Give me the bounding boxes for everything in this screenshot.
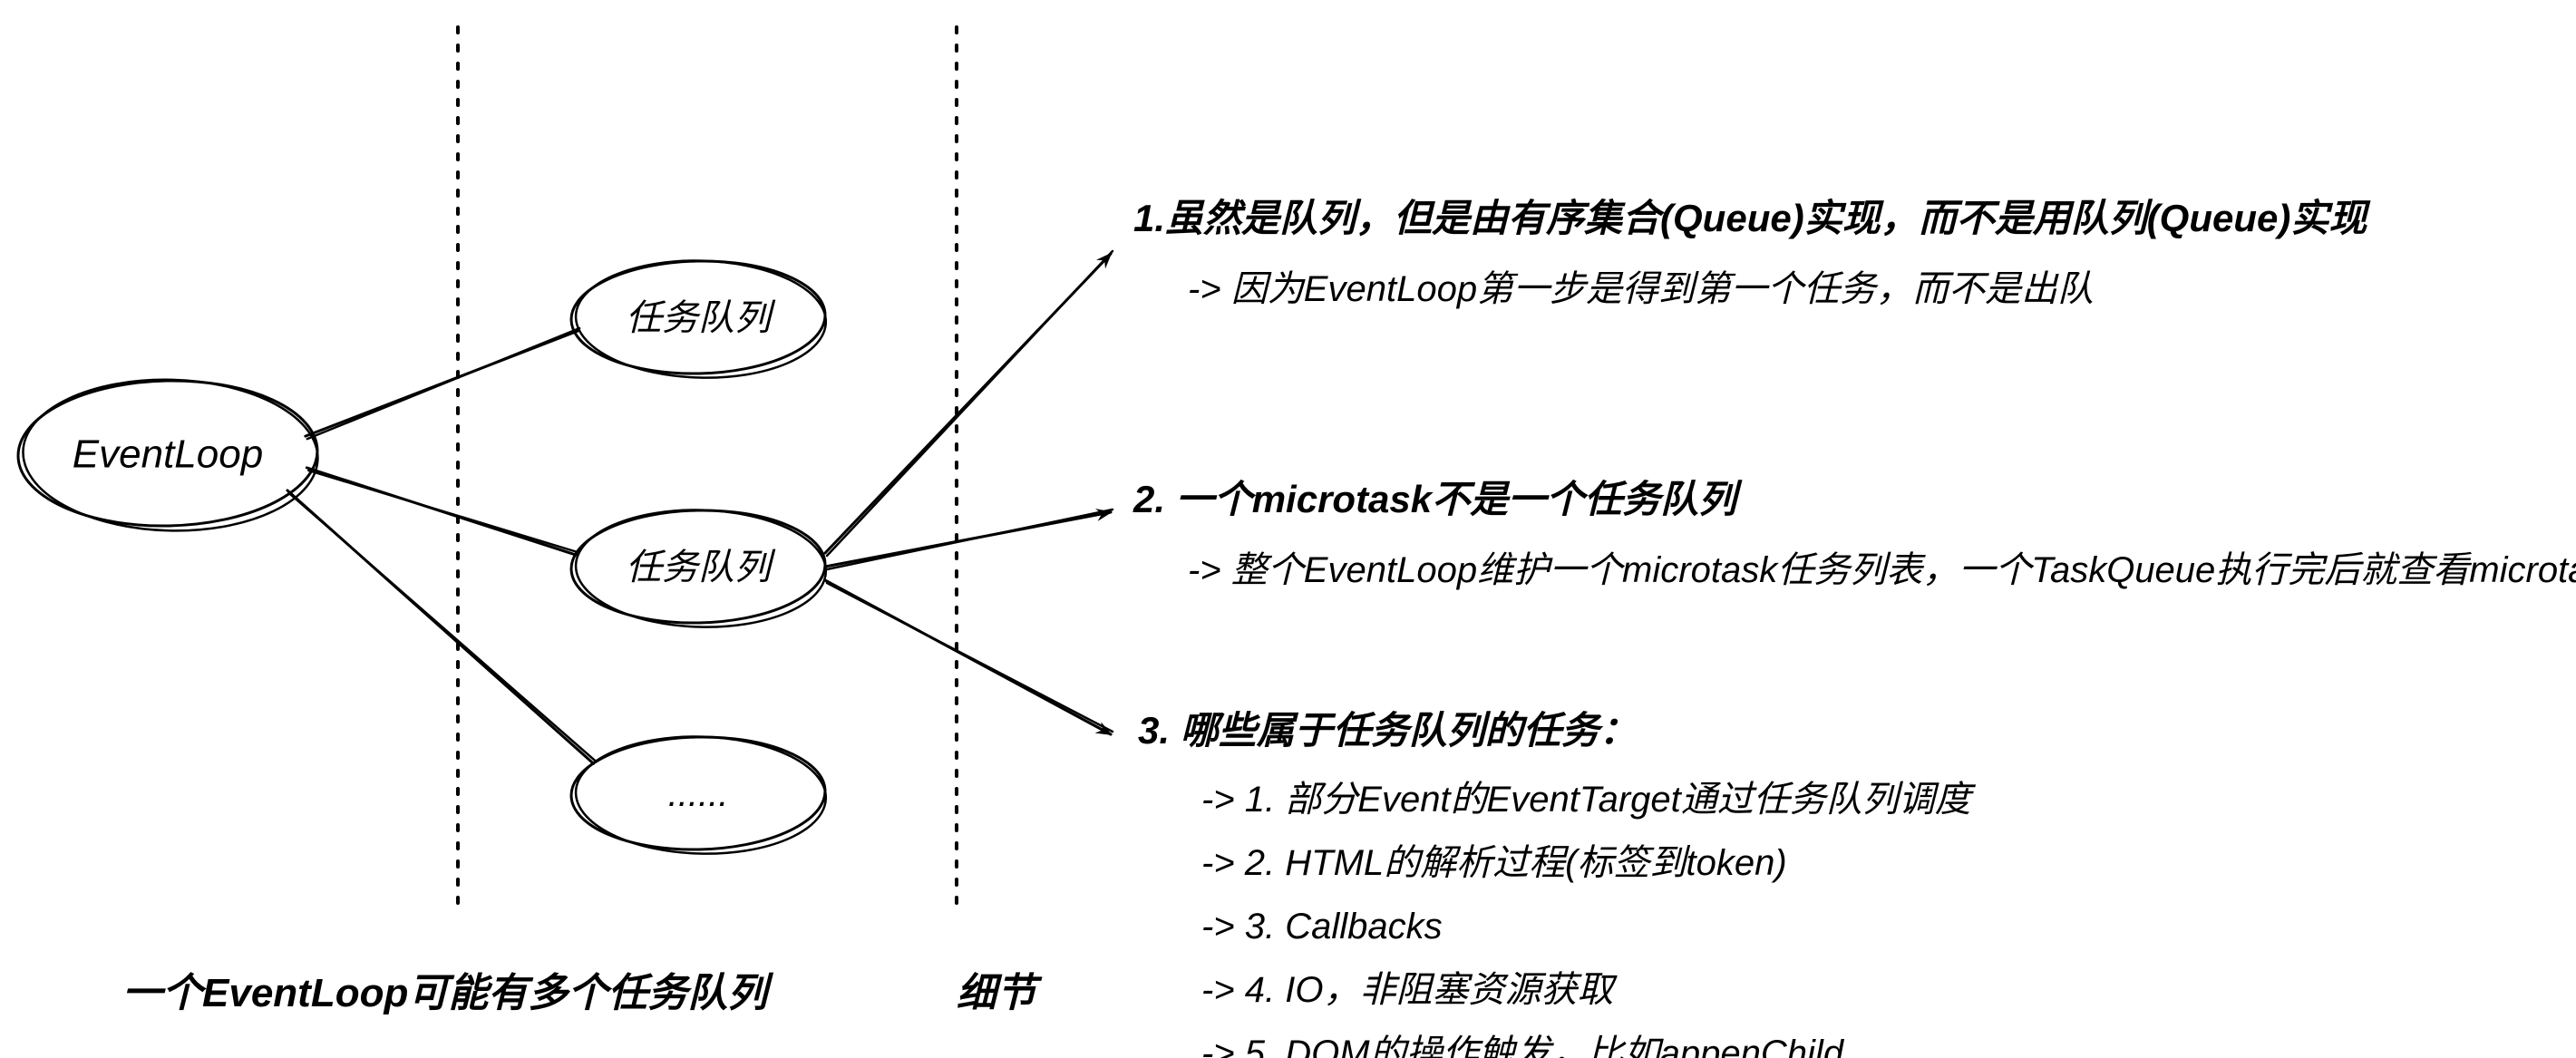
detail-sub-0-0: -> 因为EventLoop第一步是得到第一个任务，而不是出队 [1188,269,2094,309]
arrow-detail-0 [825,251,1113,556]
detail-sub-2-1: -> 2. HTML的解析过程(标签到token) [1201,843,1787,883]
edge-left-1 [306,468,578,555]
edge-left-0 [306,328,579,439]
node-label-queue2: 任务队列 [626,548,776,587]
text-layer: 一个EventLoop可能有多个任务队列 细节 1.虽然是队列，但是由有序集合(Qu… [122,197,2576,1058]
detail-sub-2-3: -> 4. IO，非阻塞资源获取 [1201,970,1618,1010]
nodes-layer: EventLoop任务队列任务队列...... [16,257,827,857]
node-label-queue1: 任务队列 [626,298,776,338]
detail-sub-2-4: -> 5. DOM的操作触发，比如appenChild [1201,1034,1845,1058]
caption-left: 一个EventLoop可能有多个任务队列 [122,971,773,1015]
detail-heading-1: 2. 一个microtask不是一个任务队列 [1132,478,1743,520]
diagram-canvas: EventLoop任务队列任务队列...... 一个EventLoop可能有多个… [0,0,2576,1058]
detail-heading-2: 3. 哪些属于任务队列的任务： [1138,709,1638,752]
detail-sub-1-0: -> 整个EventLoop维护一个microtask任务列表，一个TaskQu… [1188,550,2576,590]
node-label-queue3: ...... [668,774,729,814]
arrow-detail-1 [825,510,1113,569]
edge-left-2 [287,490,596,763]
arrows-layer [825,251,1113,734]
edges-layer [287,328,596,763]
node-label-root: EventLoop [73,432,263,476]
arrow-detail-2 [825,580,1113,734]
caption-right: 细节 [957,971,1043,1015]
detail-sub-2-0: -> 1. 部分Event的EventTarget通过任务队列调度 [1201,780,1977,820]
detail-heading-0: 1.虽然是队列，但是由有序集合(Queue)实现，而不是用队列(Queue)实现 [1133,197,2371,240]
detail-sub-2-2: -> 3. Callbacks [1201,907,1443,946]
